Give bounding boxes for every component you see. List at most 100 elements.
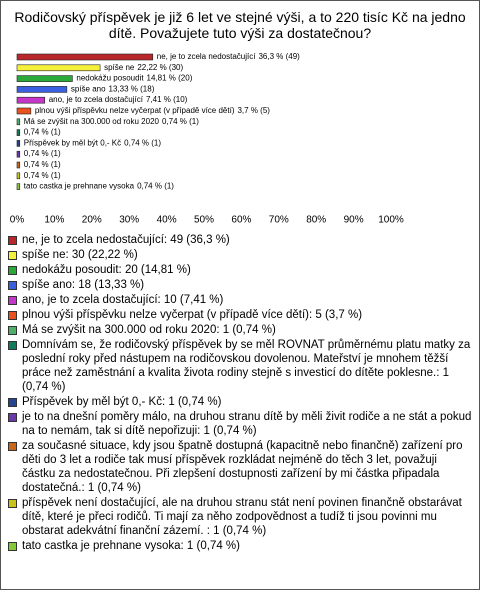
legend-text: Domnívám se, že rodičovský příspěvek by … [22, 339, 471, 393]
legend-swatch [8, 398, 17, 407]
bar-label: 0,74 % (1) [24, 160, 61, 169]
legend-swatch [8, 442, 17, 451]
legend-swatch [8, 341, 17, 350]
legend-item: Má se zvýšit na 300.000 od roku 2020: 1 … [7, 323, 473, 337]
bar-label: 0,74 % (1) [24, 128, 61, 137]
legend-swatch [8, 311, 17, 320]
legend-text: je to na dnešní poměry málo, na druhou s… [22, 411, 472, 437]
bar [16, 161, 21, 169]
legend-text: spíše ano: 18 (13,33 %) [22, 279, 145, 291]
value-label: 0,74 % (1) [137, 182, 174, 191]
legend-item: plnou výši příspěvku nelze vyčerpat (v p… [7, 308, 473, 322]
legend-item: je to na dnešní poměry málo, na druhou s… [7, 410, 473, 438]
bar [16, 53, 154, 61]
x-tick-label: 70% [269, 215, 289, 226]
value-label: 0,74 % (1) [24, 149, 61, 158]
value-label: 0,74 % (1) [24, 128, 61, 137]
legend: ne, je to zcela nedostačující: 49 (36,3 … [7, 233, 473, 554]
bar [16, 96, 46, 104]
value-label: 0,74 % (1) [24, 160, 61, 169]
x-tick-label: 30% [119, 215, 139, 226]
legend-swatch [8, 326, 17, 335]
value-label: 3,7 % (5) [237, 106, 270, 115]
bar [16, 172, 21, 180]
bar [16, 118, 21, 126]
x-tick-label: 90% [344, 215, 364, 226]
bar-label: tato castka je prehnane vysoka 0,74 % (1) [24, 182, 175, 191]
legend-text: Má se zvýšit na 300.000 od roku 2020: 1 … [22, 324, 276, 336]
legend-swatch [8, 251, 17, 260]
bar-label: ne, je to zcela nedostačující 36,3 % (49) [157, 52, 300, 61]
bar-label: Má se zvýšit na 300.000 od roku 2020 0,74… [24, 117, 199, 126]
bar-label: ano, je to zcela dostačující 7,41 % (10) [49, 95, 188, 104]
x-tick-label: 50% [194, 215, 214, 226]
legend-item: tato castka je prehnane vysoka: 1 (0,74 … [7, 539, 473, 553]
value-label: 0,74 % (1) [124, 139, 161, 148]
legend-swatch [8, 296, 17, 305]
bar [16, 64, 101, 72]
bar-category: ne, je to zcela nedostačující [157, 52, 257, 61]
legend-swatch [8, 542, 17, 551]
legend-text: Příspěvek by měl být 0,- Kč: 1 (0,74 %) [22, 396, 222, 408]
legend-swatch [8, 281, 17, 290]
x-tick-label: 0% [10, 215, 25, 226]
chart-title: Rodičovský příspěvek je již 6 let ve ste… [14, 9, 466, 41]
legend-item: ano, je to zcela dostačující: 10 (7,41 %… [7, 293, 473, 307]
legend-swatch [8, 236, 17, 245]
bar [16, 86, 68, 93]
bar-category: nedokážu posoudit [76, 74, 144, 83]
bar [16, 140, 21, 147]
legend-item: Domnívám se, že rodičovský příspěvek by … [7, 338, 473, 394]
legend-item: spíše ne: 30 (22,22 %) [7, 248, 473, 262]
legend-item: ne, je to zcela nedostačující: 49 (36,3 … [7, 233, 473, 247]
legend-text: tato castka je prehnane vysoka: 1 (0,74 … [22, 540, 240, 552]
bar [16, 150, 21, 158]
value-label: 0,74 % (1) [24, 171, 61, 180]
value-label: 36,3 % (49) [258, 52, 300, 61]
x-tick-label: 60% [231, 215, 251, 226]
bar-label: nedokážu posoudit 14,81 % (20) [76, 74, 192, 83]
legend-text: plnou výši příspěvku nelze vyčerpat (v p… [22, 309, 363, 321]
bar-category: spíše ne [104, 63, 135, 72]
bar-label: Příspěvek by měl být 0,- Kč 0,74 % (1) [24, 139, 162, 148]
value-label: 0,74 % (1) [162, 117, 199, 126]
legend-item: spíše ano: 18 (13,33 %) [7, 278, 473, 292]
legend-item: za současné situace, kdy jsou špatně dos… [7, 439, 473, 495]
legend-text: nedokážu posoudit: 20 (14,81 %) [22, 264, 191, 276]
legend-text: příspěvek není dostačující, ale na druho… [22, 497, 462, 537]
x-tick-label: 10% [44, 215, 64, 226]
bar-category: spíše ano [71, 85, 106, 94]
x-tick-label: 80% [306, 215, 326, 226]
legend-swatch [8, 413, 17, 422]
x-tick-label: 100% [378, 215, 404, 226]
bar-category: Příspěvek by měl být 0,- Kč [24, 139, 121, 148]
bar-label: plnou výši příspěvku nelze vyčerpat (v p… [35, 106, 270, 115]
legend-text: spíše ne: 30 (22,22 %) [22, 249, 138, 261]
bar-category: Má se zvýšit na 300.000 od roku 2020 [24, 117, 160, 126]
bar [16, 129, 21, 136]
legend-swatch [8, 499, 17, 508]
bar [16, 107, 32, 115]
x-tick-label: 20% [82, 215, 102, 226]
legend-item: nedokážu posoudit: 20 (14,81 %) [7, 263, 473, 277]
value-label: 13,33 % (18) [109, 85, 155, 94]
value-label: 14,81 % (20) [147, 74, 193, 83]
value-label: 22,22 % (30) [137, 63, 183, 72]
value-label: 7,41 % (10) [146, 95, 188, 104]
bar [16, 75, 73, 82]
legend-item: Příspěvek by měl být 0,- Kč: 1 (0,74 %) [7, 395, 473, 409]
bar-label: spíše ano 13,33 % (18) [71, 85, 155, 94]
bar-label: spíše ne 22,22 % (30) [104, 63, 183, 72]
bar-category: plnou výši příspěvku nelze vyčerpat (v p… [35, 106, 235, 115]
bar-label: 0,74 % (1) [24, 149, 61, 158]
x-tick-label: 40% [157, 215, 177, 226]
legend-swatch [8, 266, 17, 275]
bar-category: tato castka je prehnane vysoka [24, 182, 135, 191]
legend-item: příspěvek není dostačující, ale na druho… [7, 496, 473, 538]
legend-text: ne, je to zcela nedostačující: 49 (36,3 … [22, 234, 230, 246]
bar [16, 183, 21, 190]
legend-text: za současné situace, kdy jsou špatně dos… [22, 440, 463, 494]
legend-text: ano, je to zcela dostačující: 10 (7,41 %… [22, 294, 224, 306]
chart: 0% 10% 20% 30% 40% 50% 60% 70% 80% 90% 100% ne, je … [10, 52, 404, 226]
